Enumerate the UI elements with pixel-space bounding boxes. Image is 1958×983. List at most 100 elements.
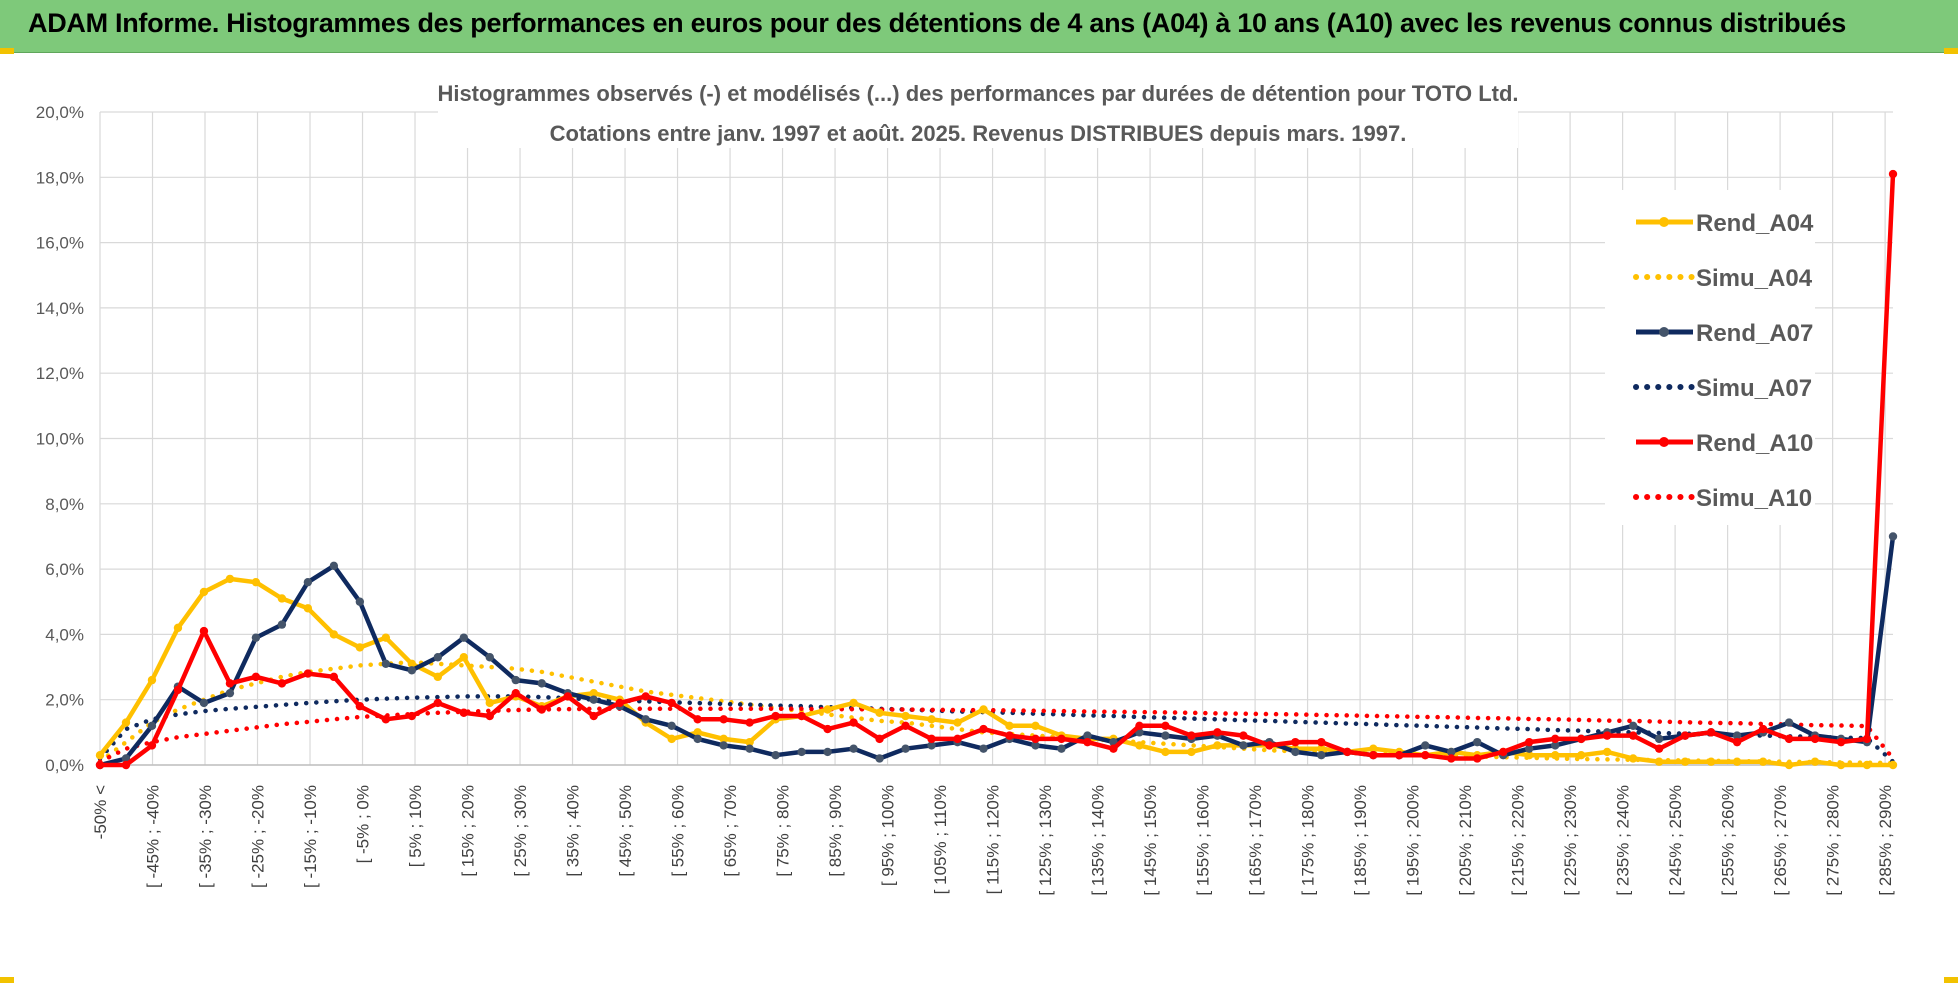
series-Rend_A07-point xyxy=(745,744,754,753)
series-Rend_A10-point xyxy=(563,692,572,701)
report-title: ADAM Informe. Histogrammes des performan… xyxy=(28,8,1846,38)
gridlines xyxy=(99,111,1893,766)
series-Rend_A10-point xyxy=(303,669,313,678)
series-Rend_A07-point xyxy=(1031,741,1040,750)
series-Rend_A04-point xyxy=(589,688,598,698)
x-tick: [ -35% ; -30% xyxy=(196,785,215,888)
x-tick: [ 5% ; 10% xyxy=(406,785,425,867)
x-tick: [ 65% ; 70% xyxy=(721,785,740,877)
x-tick: [ -45% ; -40% xyxy=(144,785,163,888)
legend-item-Simu_A04: Simu_A04 xyxy=(1633,265,1813,292)
legend-swatch-marker xyxy=(1659,437,1669,447)
x-tick-label: [ 45% ; 50% xyxy=(616,785,635,877)
x-tick: [ 15% ; 20% xyxy=(459,785,478,877)
x-tick-label: [ -45% ; -40% xyxy=(144,785,163,888)
series-Rend_A10-point xyxy=(953,734,962,744)
series-Rend_A10-point xyxy=(277,679,287,688)
series-Rend_A04-point xyxy=(1628,754,1638,763)
series-Rend_A10-point xyxy=(615,698,624,708)
series-Rend_A07-point xyxy=(1447,747,1456,757)
series-Rend_A07-point xyxy=(1628,721,1638,731)
series-Rend_A10-point xyxy=(225,679,235,688)
x-tick-label: [ 55% ; 60% xyxy=(669,785,688,877)
x-tick-label: [ 85% ; 90% xyxy=(826,785,845,877)
series-Rend_A10-point xyxy=(1732,737,1742,747)
x-tick: [ 275% ; 280% xyxy=(1824,785,1843,896)
series-Rend_A04-point xyxy=(147,675,157,685)
series-Rend_A10-point xyxy=(173,685,183,695)
series-Rend_A04-point xyxy=(121,718,131,727)
series-Rend_A04-point xyxy=(95,751,105,760)
series-Rend_A10-point xyxy=(1784,734,1794,744)
series-Rend_A10-point xyxy=(771,711,780,721)
series-Rend_A10-point xyxy=(459,708,468,717)
legend-label: Simu_A04 xyxy=(1696,265,1813,292)
series-Rend_A10-point xyxy=(1031,734,1040,744)
series-Rend_A07-point xyxy=(1239,741,1248,750)
series-Rend_A10-point xyxy=(95,760,105,770)
series-Rend_A04-point xyxy=(1784,760,1794,770)
series-Rend_A07-point xyxy=(1421,741,1430,750)
corner-marker xyxy=(1944,977,1958,983)
series-Rend_A10-point xyxy=(1135,721,1144,731)
legend-item-Rend_A04: Rend_A04 xyxy=(1636,210,1814,237)
series-Rend_A10-point xyxy=(849,718,858,727)
series-Rend_A10-point xyxy=(1161,721,1170,731)
series-Rend_A07-point xyxy=(355,597,365,606)
series-Rend_A10-point xyxy=(1602,731,1612,740)
series-Rend_A04-point xyxy=(1525,751,1534,760)
x-tick: [ 265% ; 270% xyxy=(1771,785,1790,896)
x-tick: [ 85% ; 90% xyxy=(826,785,845,877)
series-Rend_A07-point xyxy=(407,666,417,675)
series-Rend_A04-point xyxy=(355,643,365,652)
series-Rend_A10-point xyxy=(1265,741,1274,750)
series-Rend_A07-point xyxy=(589,695,598,704)
series-Rend_A04-point xyxy=(199,587,209,597)
series-Rend_A10-point xyxy=(1317,737,1326,747)
series-Rend_A07-point xyxy=(901,744,910,753)
series-Rend_A04-point xyxy=(1810,757,1820,766)
x-tick: [ 55% ; 60% xyxy=(669,785,688,877)
series-Rend_A10-point xyxy=(1706,728,1716,737)
series-Rend_A07-point xyxy=(1317,751,1326,760)
series-Rend_A10-point xyxy=(823,724,832,734)
series-Rend_A10-point xyxy=(147,741,157,750)
x-tick: [ 125% ; 130% xyxy=(1036,785,1055,896)
legend-label: Simu_A07 xyxy=(1696,375,1812,402)
x-tick: [ 25% ; 30% xyxy=(511,785,530,877)
series-Rend_A10-point xyxy=(433,698,443,708)
series-Rend_A07-point xyxy=(121,754,131,763)
series-Rend_A04-point xyxy=(173,623,183,633)
series-Rend_A04-point xyxy=(225,574,235,584)
series-Rend_A10-point xyxy=(1525,737,1534,747)
x-axis-ticks: -50% < [ -45% ; -40% [ -35% ; -30% [ -25% ;… xyxy=(91,785,1895,896)
series-Rend_A04-point xyxy=(1317,744,1326,753)
series-Rend_A07-point xyxy=(823,747,832,757)
x-tick: [ 115% ; 120% xyxy=(984,785,1003,894)
x-tick-label: [ 125% ; 130% xyxy=(1036,785,1055,896)
x-tick-label: [ 95% ; 100% xyxy=(879,785,898,886)
series-Simu_A07-line xyxy=(97,694,1896,764)
series-Rend_A10-point xyxy=(1758,724,1768,734)
series-Rend_A04-point xyxy=(485,698,494,708)
series-Rend_A04-point xyxy=(459,653,468,662)
series-Rend_A10-point xyxy=(1499,747,1508,757)
series-Rend_A10-point xyxy=(667,698,676,708)
series-Rend_A07-point xyxy=(1550,741,1560,750)
series-Rend_A04-point xyxy=(1654,757,1664,766)
x-tick-label: [ 215% ; 220% xyxy=(1509,785,1528,896)
x-tick-label: [ 205% ; 210% xyxy=(1456,785,1475,896)
series-Rend_A07-point xyxy=(1083,731,1092,740)
x-tick: [ 95% ; 100% xyxy=(879,785,898,886)
x-tick: [ 195% ; 200% xyxy=(1404,785,1423,896)
series-Rend_A07-point xyxy=(979,744,988,753)
legend-label: Rend_A10 xyxy=(1696,430,1813,457)
series-Rend_A10-point xyxy=(1888,169,1898,179)
series-Rend_A04-point xyxy=(823,705,832,714)
x-tick-label: [ 245% ; 250% xyxy=(1666,785,1685,896)
series-Rend_A07-point xyxy=(199,698,209,708)
series-Rend_A04-point xyxy=(1888,760,1898,770)
series-Rend_A10-point xyxy=(381,715,391,724)
corner-marker xyxy=(0,48,14,54)
series-Rend_A04-point xyxy=(979,705,988,714)
